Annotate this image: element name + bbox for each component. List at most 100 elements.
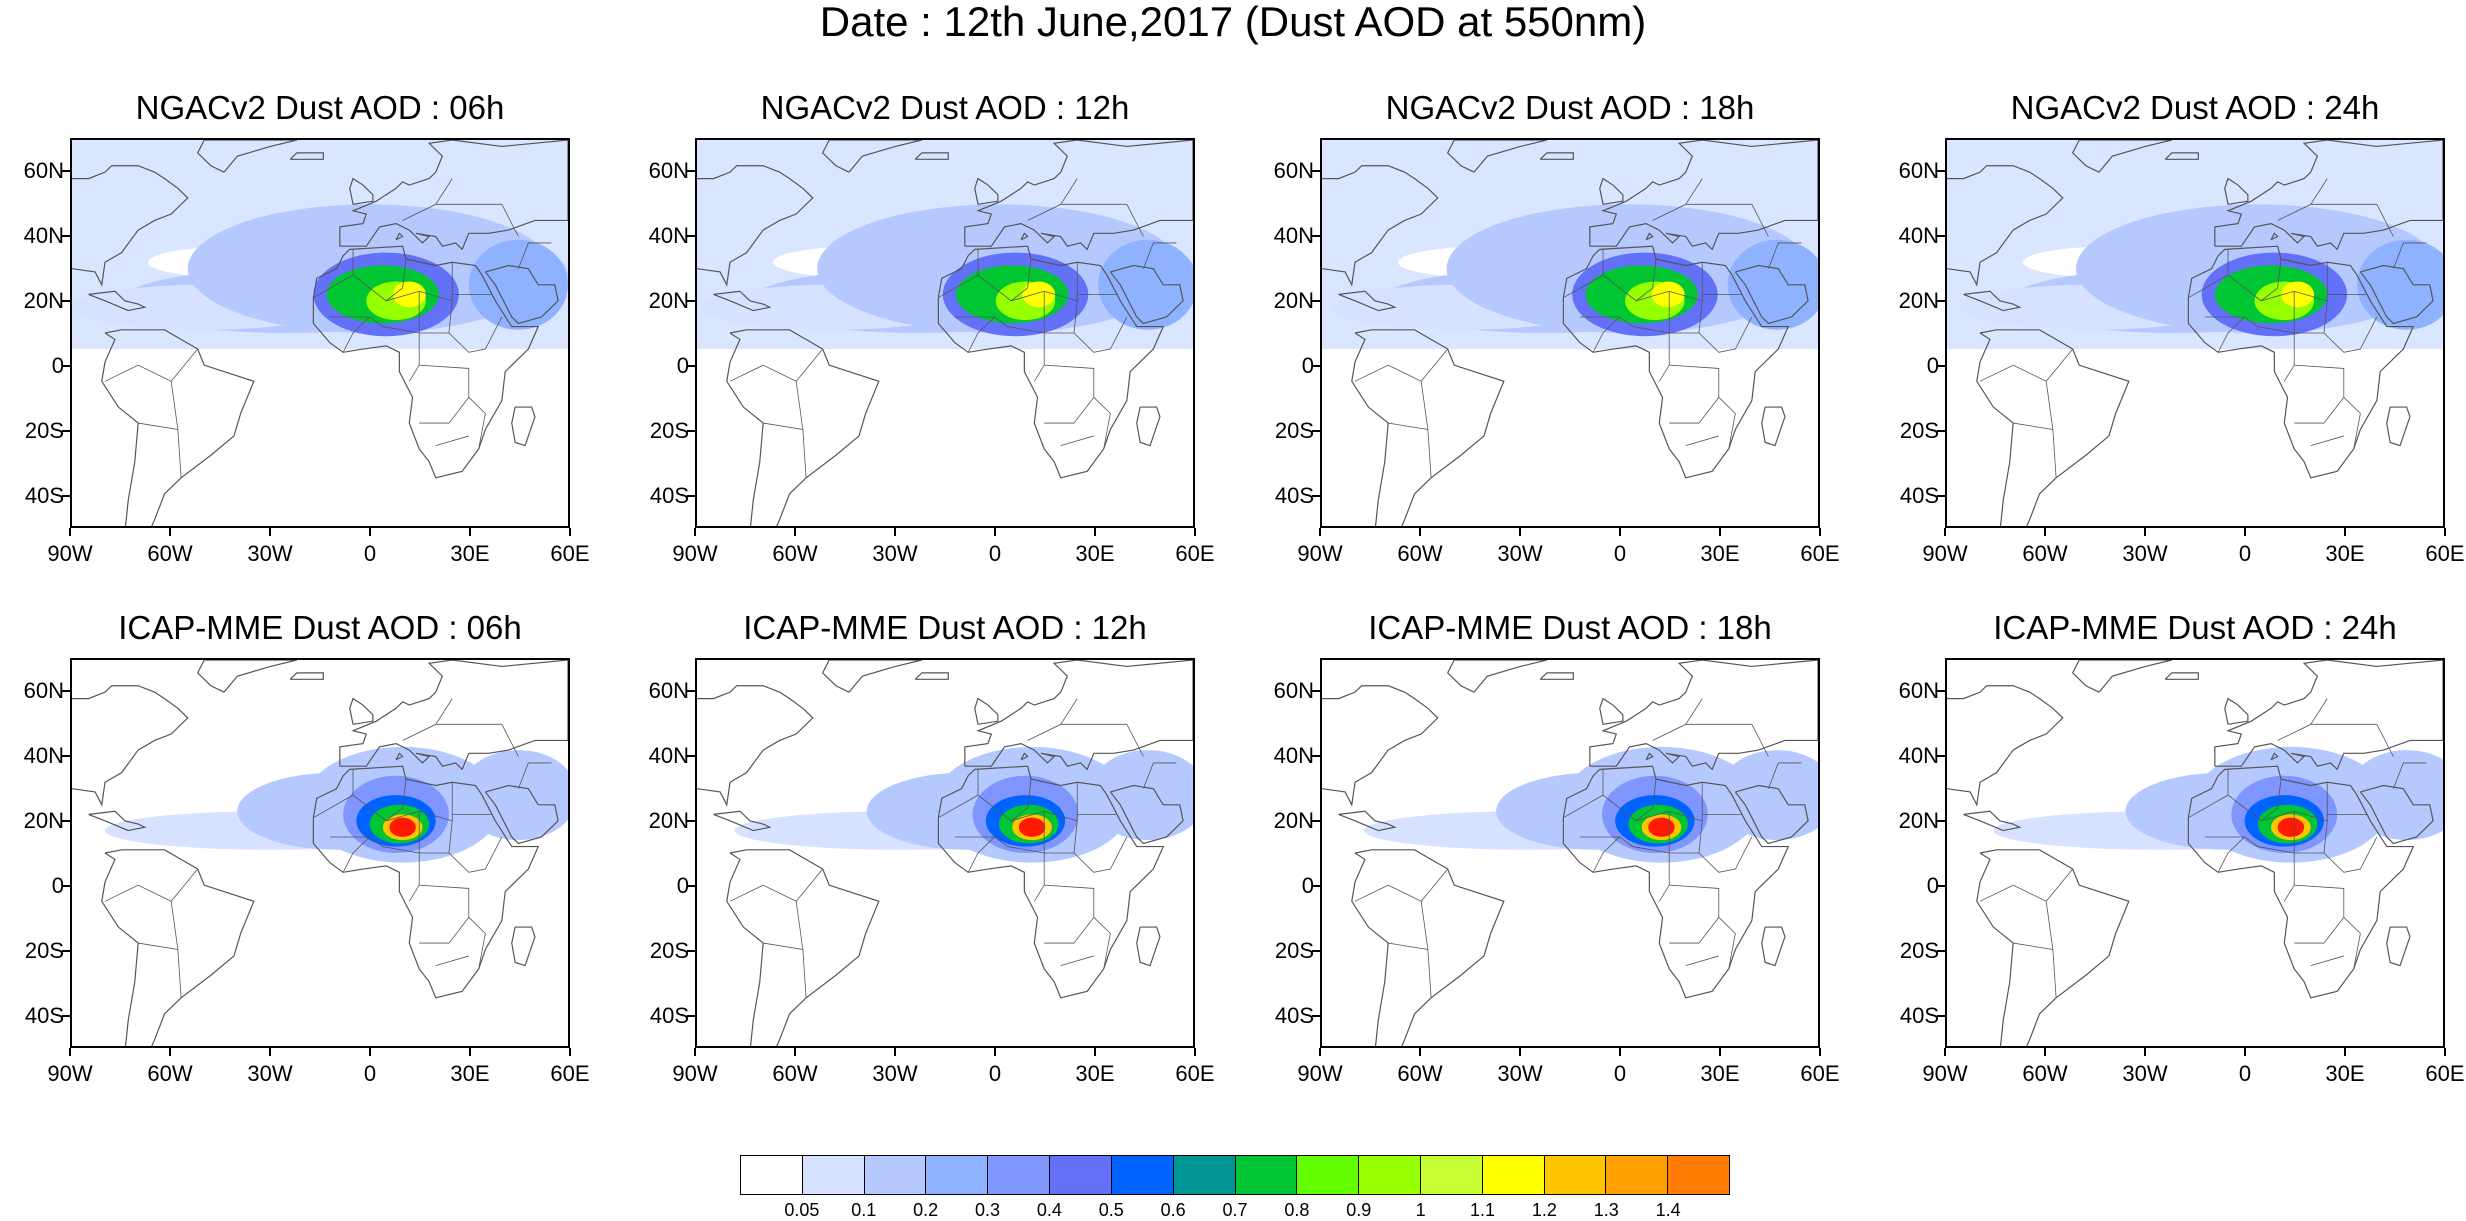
latitude-tick (687, 429, 695, 432)
country-border (2393, 242, 2427, 269)
country-border (1751, 724, 1769, 757)
longitude-label: 90W (1922, 541, 1968, 566)
longitude-tick (1519, 1048, 1521, 1056)
country-border (1420, 868, 1448, 902)
latitude-tick (687, 1014, 695, 1017)
colorbar-label: 1.3 (1593, 1200, 1619, 1220)
country-border (408, 333, 420, 382)
country-border (2323, 836, 2378, 873)
country-border (2310, 698, 2328, 725)
longitude-label: 60E (2425, 1061, 2465, 1086)
longitude-tick (2144, 528, 2146, 536)
country-border (352, 259, 407, 302)
coastline-greenland (1446, 140, 1548, 173)
colorbar-label: 1.1 (1469, 1200, 1496, 1220)
country-border (2393, 762, 2427, 789)
longitude-label: 60E (550, 541, 590, 566)
dust-plume (2347, 750, 2443, 841)
longitude-tick (894, 528, 896, 536)
latitude-tick (687, 884, 695, 887)
dust-plume (468, 239, 568, 330)
country-border (501, 724, 519, 757)
country-border (342, 836, 370, 873)
longitude-tick (369, 1048, 371, 1056)
latitude-label: 0 (51, 872, 64, 898)
longitude-label: 60E (550, 1061, 590, 1086)
country-border (1768, 242, 1802, 269)
latitude-tick (1312, 689, 1320, 692)
dust-aod-map (72, 660, 568, 1046)
country-border (1685, 698, 1703, 725)
dust-plume (1717, 750, 1818, 841)
coastline-north-america (697, 165, 814, 287)
coastline-north-america (1947, 685, 2064, 807)
country-border (1768, 762, 1802, 789)
country-border (418, 291, 453, 334)
country-border (402, 723, 502, 741)
colorbar-label: 0.1 (851, 1200, 877, 1220)
longitude-label: 0 (363, 541, 377, 566)
coastline-africa (1562, 245, 1790, 479)
longitude-label: 30E (1075, 1061, 1115, 1086)
country-border (2227, 779, 2282, 822)
dust-aod-map (72, 140, 568, 526)
coastline-iceland (914, 672, 949, 680)
country-border (1011, 262, 1078, 302)
country-border (1143, 242, 1177, 269)
country-border (2310, 435, 2344, 447)
latitude-label: 20N (23, 287, 64, 313)
longitude-label: 0 (1613, 1061, 1627, 1086)
longitude-tick (1719, 1048, 1721, 1056)
longitude-tick (269, 528, 271, 536)
country-border (938, 249, 979, 299)
coastline-europe (964, 140, 1193, 251)
country-border (1143, 762, 1177, 789)
longitude-tick (2044, 528, 2046, 536)
coastline-greenland (821, 660, 923, 693)
coastline-arabia (1109, 784, 1184, 845)
longitude-tick (994, 528, 996, 536)
country-border (729, 364, 804, 430)
latitude-tick (1312, 364, 1320, 367)
longitude-tick (469, 1048, 471, 1056)
latitude-label: 20N (23, 807, 64, 833)
colorbar-swatch (1235, 1156, 1298, 1194)
longitude-label: 60W (2022, 541, 2068, 566)
panel-title: ICAP-MME Dust AOD : 18h (1368, 609, 1772, 646)
latitude-tick (1937, 299, 1945, 302)
country-border (104, 884, 179, 950)
coastline-iceland (1539, 672, 1574, 680)
country-border (1027, 723, 1127, 741)
country-border (2013, 422, 2057, 478)
country-border (2277, 723, 2377, 741)
map-panel: NGACv2 Dust AOD : 18h 60N 40N 20N 0 20S 40S 90W… (1250, 88, 1870, 608)
latitude-label: 40S (24, 1002, 64, 1028)
latitude-label: 40N (1898, 222, 1939, 248)
latitude-label: 20S (1274, 417, 1314, 443)
colorbar-swatch (1050, 1156, 1112, 1194)
country-border (435, 955, 469, 967)
panel-title: NGACv2 Dust AOD : 18h (1385, 89, 1755, 126)
latitude-tick (687, 754, 695, 757)
coastline-caribbean (713, 810, 772, 832)
country-border (2310, 178, 2328, 205)
colorbar-swatch (1544, 1156, 1607, 1194)
coastline-caribbean (1963, 290, 2022, 312)
country-border (2204, 316, 2295, 334)
country-border (967, 316, 995, 353)
latitude-tick (687, 169, 695, 172)
dust-plume (2357, 239, 2443, 330)
longitude-label: 60W (1397, 1061, 1443, 1086)
longitude-tick (1944, 1048, 1946, 1056)
latitude-tick (1937, 884, 1945, 887)
longitude-tick (2244, 1048, 2246, 1056)
country-border (1658, 333, 1670, 382)
longitude-label: 60W (2022, 1061, 2068, 1086)
latitude-tick (687, 494, 695, 497)
coastline-britain (2224, 177, 2249, 205)
coastline-britain (1599, 177, 1624, 205)
longitude-label: 60E (1800, 541, 1840, 566)
coastline-africa (2187, 245, 2415, 479)
colorbar-label: 1.4 (1655, 1200, 1681, 1220)
colorbar-swatch (1359, 1156, 1421, 1194)
